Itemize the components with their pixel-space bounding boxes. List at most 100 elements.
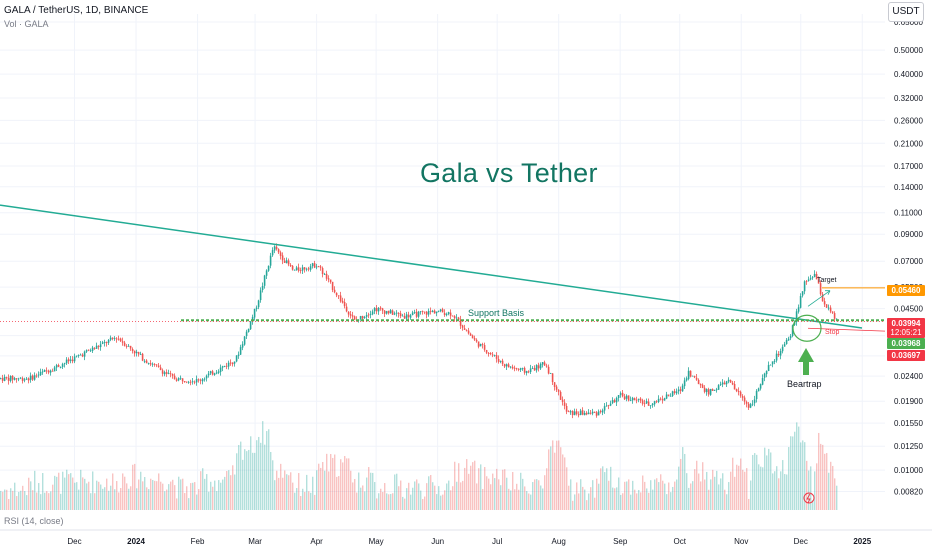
candle-body: [213, 373, 216, 375]
candle-body: [507, 364, 510, 368]
candle-body: [687, 370, 690, 379]
candle-body: [497, 359, 500, 362]
candle-body: [425, 311, 428, 315]
volume-bar: [568, 485, 570, 510]
volume-bar: [14, 482, 16, 510]
volume-bar: [762, 467, 764, 510]
volume-bar: [132, 464, 134, 510]
volume-bar: [126, 483, 128, 510]
candle-body: [785, 339, 788, 345]
volume-bar: [672, 486, 674, 510]
candle-body: [483, 345, 486, 350]
volume-bar: [748, 498, 750, 510]
candle-body: [731, 382, 734, 385]
candle-body: [503, 364, 506, 367]
volume-bar: [402, 496, 404, 510]
x-tick-label: 2024: [127, 537, 145, 546]
candle-body: [815, 273, 818, 280]
candle-body: [53, 367, 56, 372]
candle-body: [551, 373, 554, 383]
volume-bar: [650, 480, 652, 510]
rsi-indicator-label[interactable]: RSI (14, close): [4, 516, 64, 526]
volume-bar: [312, 476, 314, 510]
volume-bar: [244, 449, 246, 510]
symbol-title[interactable]: GALA / TetherUS, 1D, BINANCE: [4, 5, 149, 16]
volume-bar: [172, 479, 174, 510]
candle-body: [597, 411, 600, 416]
candle-body: [625, 395, 628, 399]
candle-body: [653, 401, 656, 405]
candle-body: [169, 373, 172, 375]
volume-bar: [174, 485, 176, 510]
candle-body: [133, 350, 136, 354]
volume-bar: [428, 476, 430, 510]
volume-bar: [224, 476, 226, 510]
candle-body: [719, 384, 722, 385]
candle-body: [689, 370, 692, 377]
candle-body: [761, 378, 764, 385]
candle-body: [271, 250, 274, 256]
volume-bar: [664, 483, 666, 510]
candle-body: [139, 354, 142, 355]
candle-body: [265, 270, 268, 276]
volume-bar: [612, 487, 614, 510]
volume-bar: [720, 478, 722, 510]
candle-body: [319, 266, 322, 268]
volume-bar: [830, 461, 832, 510]
volume-bar: [316, 470, 318, 510]
volume-bar: [66, 469, 68, 510]
volume-bar: [166, 489, 168, 510]
price-tag-value: 0.03968: [892, 339, 921, 348]
volume-bar: [156, 481, 158, 510]
candle-body: [183, 381, 186, 383]
candle-body: [0, 378, 2, 379]
candle-body: [793, 322, 796, 325]
volume-bar: [472, 462, 474, 510]
volume-bar: [10, 488, 12, 510]
candle-body: [629, 399, 632, 401]
candle-body: [683, 380, 686, 387]
candle-body: [639, 398, 642, 401]
volume-bar: [296, 488, 298, 510]
candle-body: [657, 398, 660, 402]
volume-bar: [750, 480, 752, 510]
volume-bar: [660, 474, 662, 510]
candle-body: [583, 412, 586, 416]
x-tick-label: 2025: [853, 537, 871, 546]
chart-header: GALA / TetherUS, 1D, BINANCE Vol · GALA: [4, 5, 148, 29]
candle-body: [57, 365, 60, 367]
volume-bar: [164, 491, 166, 510]
volume-bar: [190, 483, 192, 510]
volume-bar: [242, 459, 244, 510]
candle-body: [661, 399, 664, 401]
candle-body: [341, 300, 344, 303]
y-tick-label: 0.50000: [894, 46, 923, 55]
volume-indicator-label[interactable]: Vol · GALA: [4, 19, 49, 29]
volume-bar: [208, 491, 210, 510]
candle-body: [185, 381, 188, 383]
volume-bar: [398, 486, 400, 510]
volume-bar: [260, 442, 262, 510]
candle-body: [581, 410, 584, 415]
price-tag-value: 0.03697: [892, 351, 921, 360]
volume-bar: [432, 482, 434, 510]
volume-bar: [390, 493, 392, 510]
candle-body: [275, 246, 278, 250]
candle-body: [447, 312, 450, 314]
volume-bar: [480, 464, 482, 510]
candle-body: [645, 401, 648, 404]
volume-bar: [680, 458, 682, 510]
volume-bar: [502, 469, 504, 510]
target-arrow: [807, 290, 831, 307]
volume-bar: [600, 468, 602, 510]
candle-body: [247, 328, 250, 332]
volume-bar: [92, 471, 94, 510]
candle-body: [537, 365, 540, 369]
candle-body: [51, 370, 54, 372]
candle-body: [203, 378, 206, 380]
currency-button[interactable]: USDT: [888, 2, 924, 22]
candle-body: [553, 382, 556, 387]
candle-body: [337, 295, 340, 297]
